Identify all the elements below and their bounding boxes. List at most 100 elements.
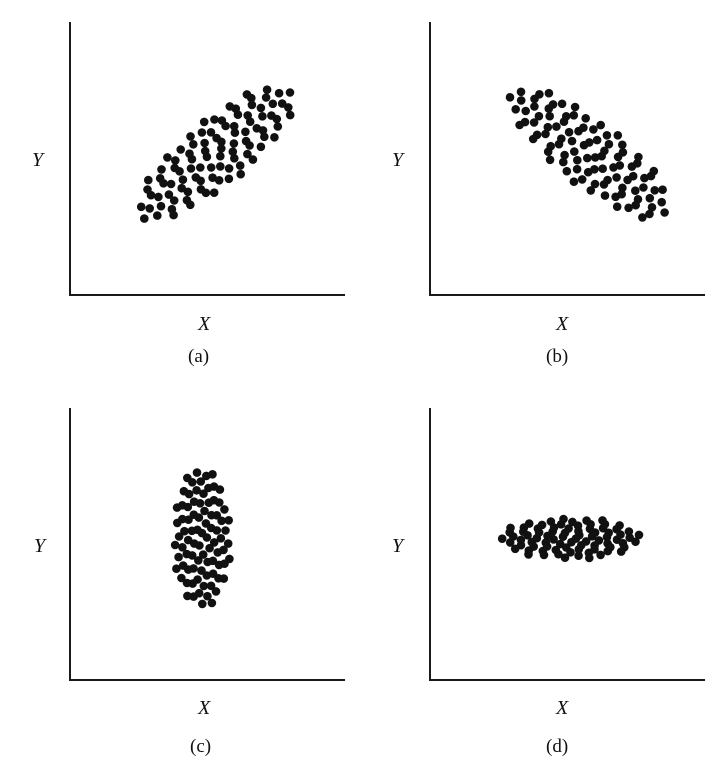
data-point	[624, 203, 633, 213]
data-point	[209, 188, 219, 197]
data-point	[590, 153, 600, 162]
data-point	[247, 100, 257, 110]
data-point	[215, 485, 225, 494]
data-point	[273, 122, 283, 131]
data-point	[616, 547, 626, 556]
data-point	[600, 146, 609, 156]
data-point	[557, 99, 567, 109]
data-point	[220, 505, 229, 514]
panel-b: Y X (b)	[392, 22, 705, 367]
data-point	[178, 175, 188, 184]
xlabel-d: X	[555, 697, 569, 719]
data-point	[603, 546, 613, 556]
data-point	[236, 169, 245, 179]
data-point	[537, 520, 547, 530]
data-point	[562, 166, 572, 176]
data-point	[546, 517, 556, 526]
data-point	[258, 112, 267, 121]
data-point	[262, 85, 272, 94]
panel-a: Y X (a)	[32, 22, 345, 367]
data-point	[183, 535, 193, 545]
data-point	[207, 598, 217, 608]
data-point	[577, 175, 587, 184]
panel-c: Y X (c)	[34, 408, 345, 757]
data-point	[192, 486, 201, 495]
data-point	[187, 526, 197, 536]
data-point	[198, 599, 207, 609]
data-point	[178, 543, 187, 552]
data-point	[211, 587, 221, 596]
data-point	[583, 153, 592, 163]
data-point	[196, 176, 205, 186]
data-point	[530, 102, 539, 111]
data-point	[510, 544, 520, 554]
data-point	[568, 517, 577, 527]
data-point	[560, 150, 569, 160]
data-point	[224, 174, 234, 184]
data-point	[583, 167, 593, 177]
data-point	[228, 147, 238, 156]
data-point	[216, 534, 226, 543]
data-point	[539, 550, 549, 560]
data-point	[497, 534, 507, 543]
data-point	[243, 149, 252, 159]
data-point	[235, 161, 245, 170]
data-point	[173, 518, 182, 528]
data-point	[647, 203, 657, 212]
data-point	[182, 549, 192, 559]
data-point	[145, 204, 154, 213]
data-point	[596, 550, 605, 560]
data-point	[202, 533, 212, 542]
xlabel-a: X	[197, 313, 211, 335]
data-point	[638, 213, 647, 222]
points-a	[136, 85, 295, 223]
axes-a	[69, 22, 345, 296]
data-point	[177, 573, 186, 583]
data-point	[208, 470, 217, 479]
data-point	[217, 116, 227, 125]
data-point	[192, 468, 202, 477]
data-point	[570, 147, 579, 156]
data-point	[572, 164, 582, 174]
data-point	[598, 164, 607, 173]
data-point	[256, 103, 266, 113]
data-point	[554, 139, 564, 149]
data-point	[174, 532, 184, 541]
data-point	[628, 171, 638, 181]
data-point	[566, 548, 575, 557]
data-point	[199, 581, 209, 591]
xlabel-c: X	[197, 697, 211, 719]
data-point	[649, 166, 659, 176]
data-point	[225, 102, 235, 111]
data-point	[600, 191, 610, 200]
data-point	[230, 154, 239, 163]
data-point	[543, 147, 553, 156]
axes-d	[429, 408, 705, 681]
data-point	[248, 155, 258, 164]
data-point	[574, 545, 584, 554]
caption-b: (b)	[546, 346, 568, 367]
data-point	[598, 516, 607, 525]
ylabel-b: Y	[392, 149, 405, 171]
data-point	[615, 161, 625, 170]
caption-a: (a)	[188, 346, 209, 367]
data-point	[200, 506, 209, 516]
data-point	[554, 549, 563, 559]
data-point	[224, 516, 233, 525]
data-point	[221, 526, 230, 535]
data-point	[229, 121, 239, 131]
data-point	[541, 129, 550, 139]
data-point	[564, 127, 574, 137]
points-b	[505, 87, 669, 222]
data-point	[506, 523, 515, 533]
data-point	[210, 115, 219, 124]
data-point	[230, 128, 240, 137]
data-point	[559, 157, 568, 167]
data-point	[559, 514, 568, 524]
data-point	[170, 540, 180, 550]
data-point	[570, 102, 580, 112]
xlabel-b: X	[555, 313, 569, 335]
data-point	[189, 497, 199, 507]
data-point	[545, 155, 555, 165]
ylabel-d: Y	[392, 535, 405, 557]
